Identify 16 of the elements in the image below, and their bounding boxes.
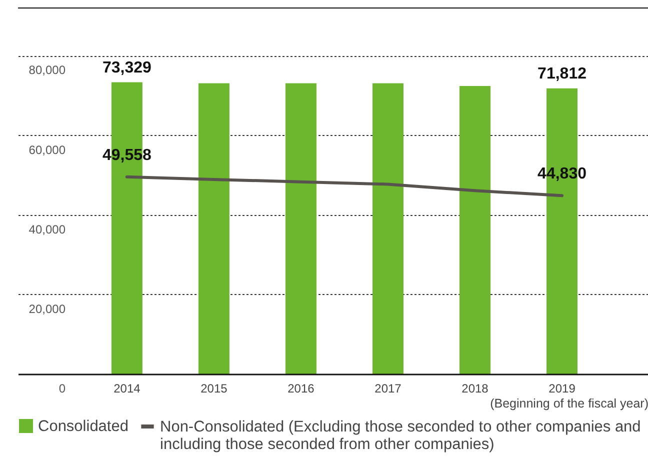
- x-axis-title: (Beginning of the fiscal year): [490, 396, 648, 410]
- y-tick-label: 80,000: [28, 63, 66, 78]
- x-tick-label: 2019: [548, 382, 576, 396]
- x-tick-label: 2014: [114, 382, 141, 396]
- x-tick-label: 2015: [200, 382, 228, 396]
- legend-label: Consolidated: [38, 418, 128, 435]
- y-tick-label: 0: [58, 382, 66, 396]
- data-label: 71,812: [538, 65, 587, 82]
- y-tick-label: 60,000: [28, 142, 66, 157]
- legend-label: Non-Consolidated (Excluding those seconded to other companies and including those seconded from other companies): [160, 418, 641, 453]
- data-label: 73,329: [102, 59, 152, 76]
- y-tick-label: 20,000: [28, 302, 66, 316]
- x-tick-label: 2017: [374, 382, 402, 396]
- x-tick-label: 2018: [462, 382, 489, 396]
- x-tick-label: 2016: [288, 382, 315, 396]
- y-tick-label: 40,000: [28, 222, 66, 236]
